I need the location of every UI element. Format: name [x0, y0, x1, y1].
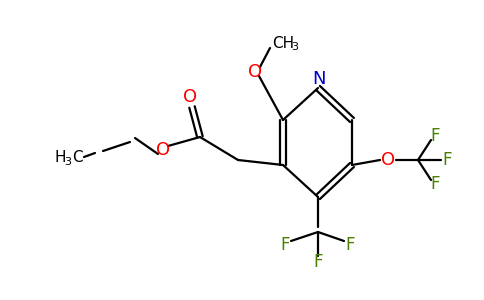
Text: O: O	[248, 63, 262, 81]
Text: F: F	[442, 151, 452, 169]
Text: CH: CH	[272, 35, 294, 50]
Text: O: O	[183, 88, 197, 106]
Text: 3: 3	[64, 157, 71, 167]
Text: O: O	[156, 141, 170, 159]
Text: F: F	[430, 175, 440, 193]
Text: C: C	[72, 149, 83, 164]
Text: O: O	[381, 151, 395, 169]
Text: 3: 3	[291, 42, 298, 52]
Text: F: F	[313, 253, 323, 271]
Text: H: H	[55, 149, 66, 164]
Text: F: F	[280, 236, 290, 254]
Text: F: F	[345, 236, 355, 254]
Text: F: F	[430, 127, 440, 145]
Text: N: N	[312, 70, 326, 88]
